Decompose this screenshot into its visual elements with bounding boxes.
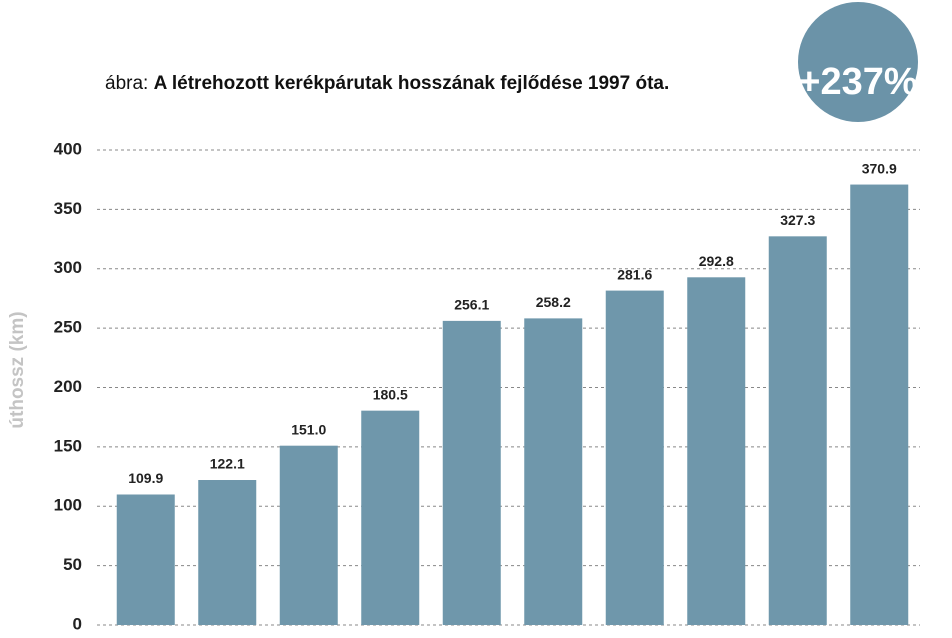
bar [768,236,827,626]
bar [442,320,501,625]
bar [116,494,175,625]
bar [524,318,583,625]
y-tick-label: 50 [63,555,82,574]
value-label: 151.0 [291,421,326,437]
value-label: 370.9 [862,160,897,176]
chart-title: ábra: A létrehozott kerékpárutak hosszán… [105,73,669,94]
value-label: 109.9 [128,470,163,486]
value-label: 258.2 [536,294,571,310]
badge [798,2,918,122]
bar [605,290,664,625]
y-tick-label: 200 [54,377,82,396]
y-tick-label: 300 [54,258,82,277]
bar [687,277,746,625]
y-tick-label: 400 [54,139,82,158]
y-tick-label: 150 [54,436,82,455]
bar [198,480,257,625]
value-label: 256.1 [454,297,489,313]
value-label: 327.3 [780,212,815,228]
y-axis-label: úthossz (km) [7,311,28,428]
y-tick-label: 0 [73,614,82,633]
bar [850,184,909,625]
title-text: A létrehozott kerékpárutak hosszának fej… [154,73,670,94]
value-label: 180.5 [373,386,408,402]
y-tick-label: 100 [54,496,82,515]
badge-text: +237% [798,61,917,103]
bar [279,445,338,625]
value-label: 292.8 [699,253,734,269]
title-prefix: ábra: [105,73,148,94]
y-tick-label: 250 [54,318,82,337]
y-tick-label: 350 [54,199,82,218]
bar [361,410,420,625]
value-label: 122.1 [210,456,245,472]
value-label: 281.6 [617,266,652,282]
